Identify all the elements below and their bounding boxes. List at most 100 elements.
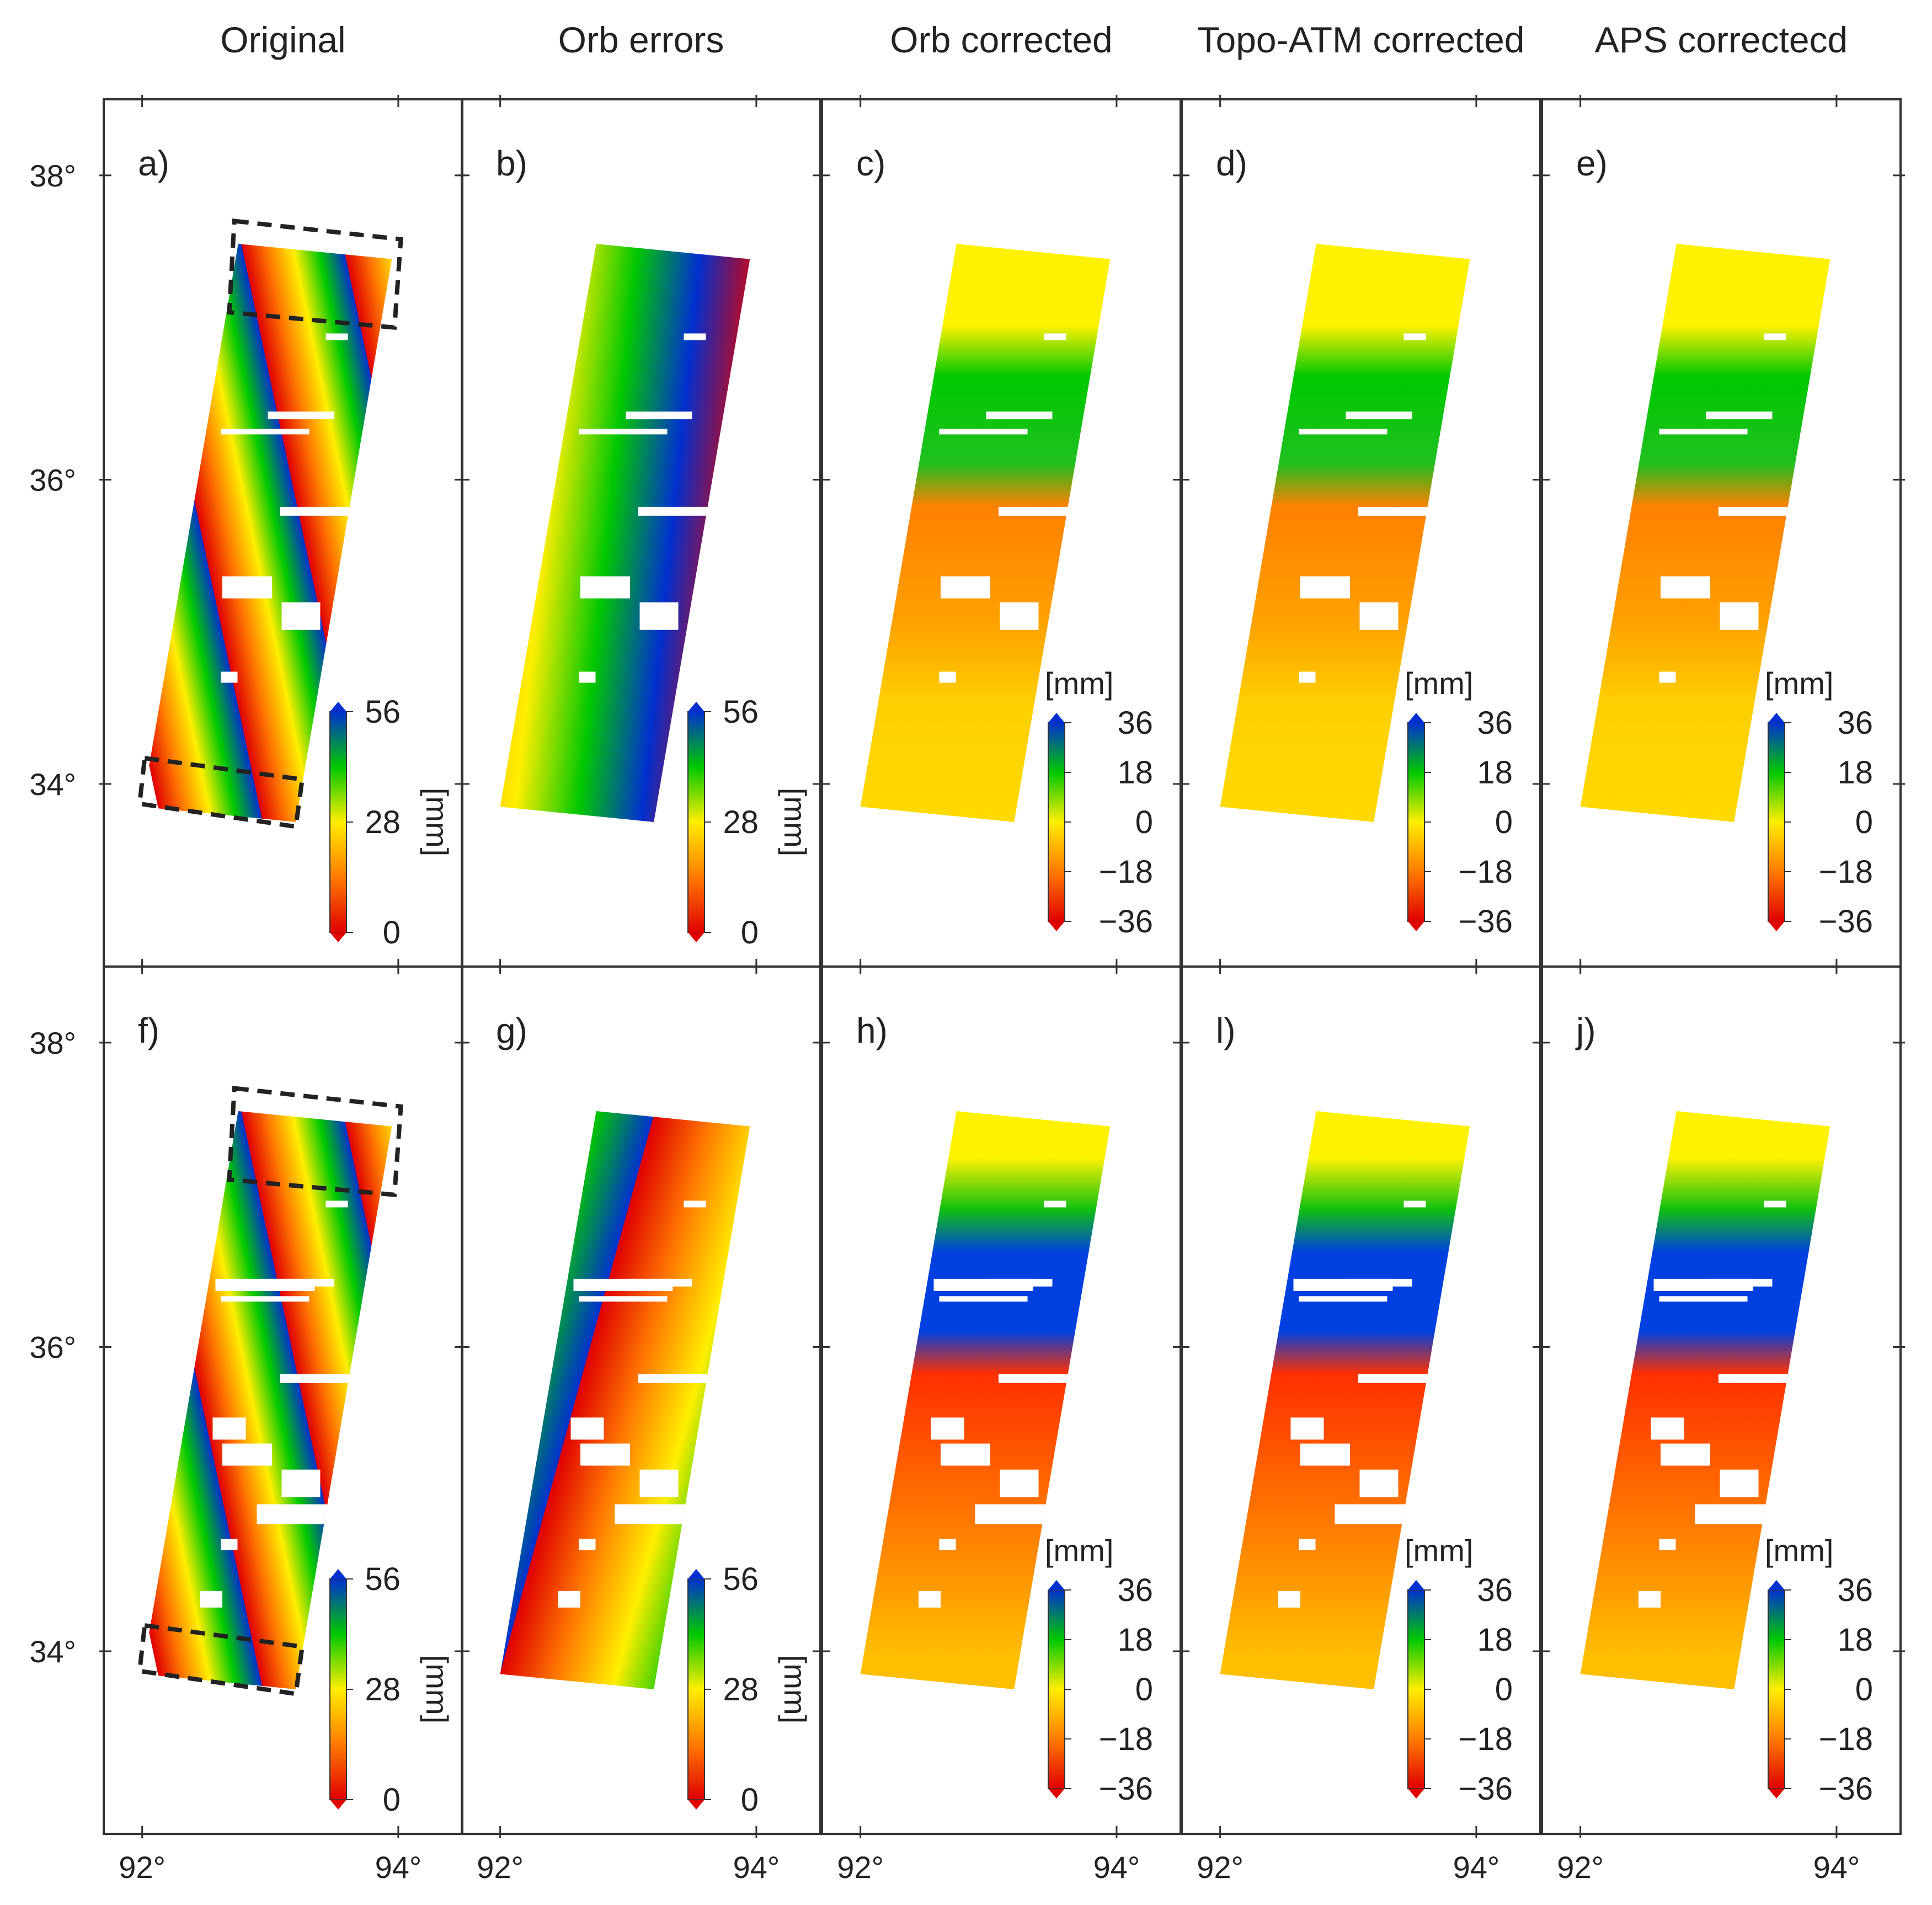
- colorbar-ramp: [687, 1578, 705, 1800]
- data-gap: [221, 1296, 309, 1302]
- colorbar-ramp: [329, 1578, 347, 1800]
- displacement-strip: [500, 244, 750, 822]
- data-gap: [1299, 1296, 1387, 1302]
- data-gap: [1290, 1417, 1324, 1440]
- colorbar-tick-label: 0: [1855, 1672, 1873, 1707]
- map-panel: e) 36 18 0 −18 −36 [mm]: [1538, 95, 1905, 971]
- colorbar-tick-label: 18: [1477, 755, 1513, 791]
- lat-label: 36°: [29, 462, 76, 497]
- panel-label: l): [1216, 1011, 1236, 1050]
- data-gap: [1044, 333, 1066, 340]
- data-gap: [638, 506, 716, 516]
- colorbar: 36 18 0 −18 −36 [mm]: [1765, 666, 1873, 940]
- colorbar-max-arrow: [1408, 713, 1424, 723]
- lon-label: 94°: [1813, 1850, 1860, 1885]
- data-gap: [1299, 429, 1387, 435]
- lat-label: 34°: [29, 1634, 76, 1669]
- data-gap: [1639, 1591, 1661, 1608]
- column-title: APS correctecd: [1595, 19, 1848, 60]
- data-gap: [1695, 1504, 1784, 1524]
- data-gap: [221, 671, 238, 683]
- lat-label: 38°: [29, 1026, 76, 1060]
- displacement-strip: [1580, 244, 1830, 822]
- data-gap: [325, 333, 348, 340]
- map-panel: d) 36 18 0 −18 −36 [mm]: [1177, 95, 1545, 971]
- data-gap: [1335, 1504, 1423, 1524]
- data-gap: [281, 602, 321, 630]
- colorbar-max-arrow: [1048, 1580, 1065, 1590]
- colorbar-tick-label: −18: [1459, 1721, 1513, 1757]
- colorbar-tick-label: 28: [723, 804, 759, 840]
- data-gap: [1358, 506, 1435, 516]
- colorbar-max-arrow: [1048, 713, 1065, 723]
- colorbar-ramp: [687, 711, 705, 933]
- colorbar-unit: [mm]: [1405, 1533, 1473, 1568]
- colorbar-tick-label: 0: [383, 1782, 401, 1818]
- colorbar-ramp: [1407, 1589, 1425, 1789]
- colorbar-tick-label: 0: [1135, 804, 1153, 840]
- displacement-strip: [142, 1111, 392, 1689]
- data-gap: [626, 411, 692, 419]
- column-title: Topo-ATM corrected: [1198, 19, 1525, 60]
- panel-label: d): [1216, 143, 1247, 183]
- panel-label: e): [1576, 143, 1608, 183]
- data-gap: [325, 1200, 348, 1208]
- data-gap: [1659, 671, 1676, 683]
- map-panel: f) 56 28 0 [mm] 38° 36° 34° 92° 94°: [29, 962, 467, 1885]
- data-gap: [1651, 1417, 1684, 1440]
- colorbar-tick-label: 56: [365, 694, 401, 730]
- displacement-strip: [142, 244, 392, 822]
- map-panel: h) 36 18 0 −18 −36 [mm] 92° 94°: [818, 962, 1185, 1885]
- lon-label: 92°: [837, 1850, 884, 1885]
- reference-box: [137, 755, 305, 829]
- data-gap: [580, 1443, 630, 1466]
- data-gap: [939, 1296, 1028, 1302]
- data-gap: [215, 1278, 315, 1291]
- colorbar-ramp: [1768, 722, 1785, 922]
- colorbar-tick-label: 56: [723, 1561, 759, 1597]
- colorbar-tick-label: 18: [1837, 755, 1873, 791]
- displacement-strip: [860, 1111, 1111, 1689]
- colorbar: 56 28 0 [mm]: [687, 1561, 813, 1818]
- lon-label: 92°: [1197, 1850, 1243, 1885]
- lon-label: 94°: [375, 1850, 422, 1885]
- data-gap: [639, 602, 679, 630]
- data-gap: [999, 1374, 1076, 1383]
- panel-label: f): [138, 1011, 159, 1050]
- colorbar-ramp: [1048, 1589, 1065, 1789]
- displacement-field: [500, 244, 750, 822]
- reference-box: [227, 1086, 403, 1198]
- data-gap: [1659, 1296, 1748, 1302]
- colorbar-tick-label: 0: [1855, 804, 1873, 840]
- data-gap: [1661, 576, 1710, 599]
- colorbar: 36 18 0 −18 −36 [mm]: [1045, 666, 1153, 940]
- panel-frame: [461, 965, 821, 1835]
- data-gap: [1720, 602, 1759, 630]
- colorbar-tick-label: −36: [1459, 1771, 1513, 1807]
- colorbar-min-arrow: [1768, 1789, 1785, 1799]
- colorbar-tick-label: 18: [1837, 1622, 1873, 1658]
- data-gap: [933, 1278, 1033, 1291]
- data-gap: [1720, 1469, 1759, 1497]
- data-gap: [1299, 671, 1316, 683]
- data-gap: [1718, 506, 1796, 516]
- interferogram-fringes: [142, 1111, 392, 1689]
- data-gap: [939, 1539, 956, 1550]
- data-gap: [931, 1417, 964, 1440]
- colorbar: 56 28 0 [mm]: [329, 694, 455, 951]
- colorbar-tick-label: 18: [1117, 1622, 1153, 1658]
- colorbar-tick-label: 56: [365, 1561, 401, 1597]
- colorbar-min-arrow: [1048, 921, 1065, 931]
- displacement-field: [1580, 1111, 1830, 1689]
- colorbar-unit: [mm]: [420, 788, 455, 856]
- data-gap: [941, 1443, 990, 1466]
- data-gap: [1044, 1200, 1066, 1208]
- data-gap: [639, 1469, 679, 1497]
- data-gap: [212, 1417, 246, 1440]
- colorbar-max-arrow: [688, 702, 705, 712]
- displacement-field: [1220, 244, 1470, 822]
- data-gap: [1764, 1200, 1786, 1208]
- data-gap: [638, 1374, 716, 1383]
- colorbar-tick-label: 36: [1117, 1572, 1153, 1608]
- data-gap: [579, 1296, 668, 1302]
